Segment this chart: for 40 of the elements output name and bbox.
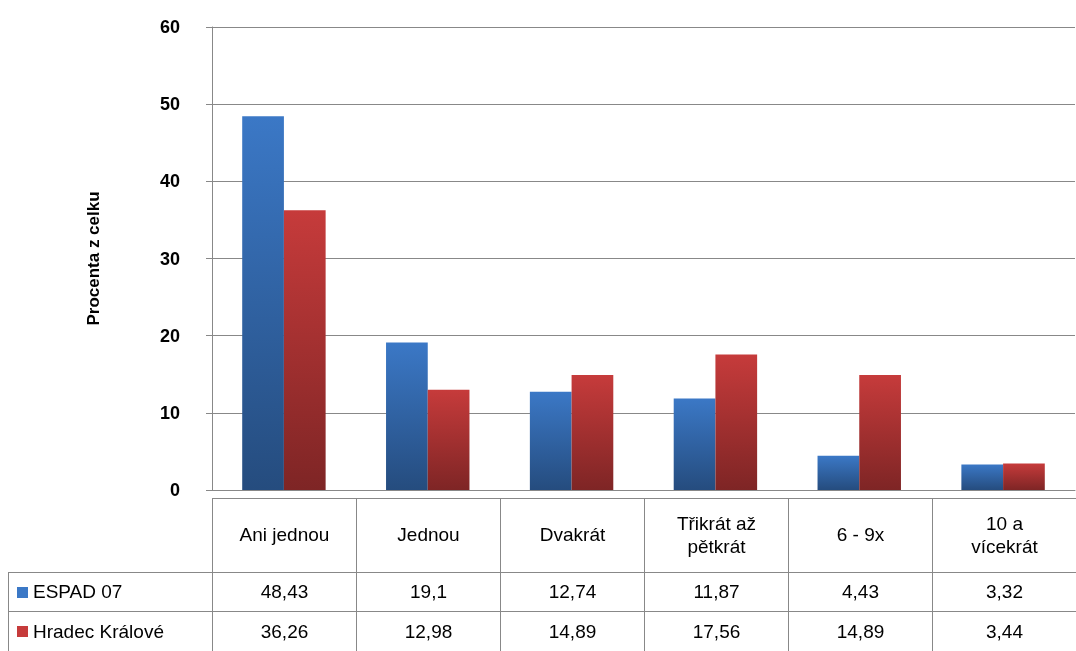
x-tick-label: Jednou [356, 498, 501, 573]
bar [817, 455, 860, 490]
x-tick-label: 10 a vícekrát [932, 498, 1076, 573]
bar [673, 398, 716, 490]
legend-label: ESPAD 07 [33, 581, 123, 603]
bar [859, 375, 901, 490]
data-label: 12,98 [356, 611, 501, 651]
legend-label: Hradec Králové [33, 620, 164, 643]
data-label: 12,74 [500, 572, 645, 612]
bar [386, 342, 428, 490]
bar [242, 116, 284, 490]
data-label: 14,89 [500, 611, 645, 651]
y-tick-label: 60 [159, 17, 180, 37]
data-label: 17,56 [644, 611, 789, 651]
bar [427, 389, 470, 490]
y-tick-label: 10 [159, 402, 180, 423]
x-tick-label: Ani jednou [212, 498, 357, 573]
y-axis-title: Procenta z celku [84, 191, 103, 326]
x-tick-label: Třikrát až pětkrát [644, 498, 789, 573]
data-label: 4,43 [788, 572, 933, 612]
data-label: 14,89 [788, 611, 933, 651]
y-tick-label: 30 [159, 248, 180, 269]
x-tick-label: Dvakrát [500, 498, 645, 573]
data-label: 3,32 [932, 572, 1076, 612]
bar [1003, 463, 1045, 490]
y-tick-label: 50 [159, 94, 180, 115]
data-label: 36,26 [212, 611, 357, 651]
y-tick-label: 0 [169, 480, 180, 500]
x-tick-label: 6 - 9x [788, 498, 933, 573]
bar [529, 391, 572, 490]
bar [961, 464, 1004, 490]
data-label: 19,1 [356, 572, 501, 612]
bar [571, 375, 614, 490]
bar [283, 210, 326, 490]
data-label: 48,43 [212, 572, 357, 612]
y-tick-label: 20 [159, 325, 180, 346]
data-label: 3,44 [932, 611, 1076, 651]
y-tick-label: 40 [159, 171, 180, 192]
data-label: 11,87 [644, 572, 789, 612]
bar [715, 354, 758, 490]
